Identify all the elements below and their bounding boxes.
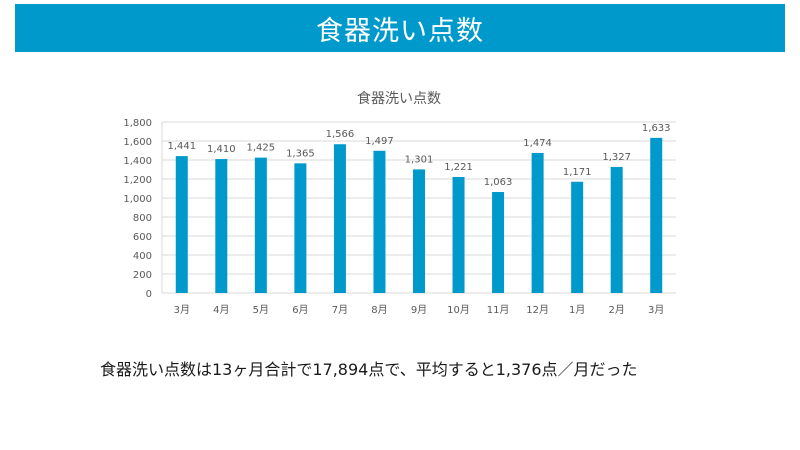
x-tick-label: 10月 [447,304,470,316]
bar [215,159,228,293]
y-tick-label: 1,800 [123,118,152,129]
data-label: 1,425 [247,143,276,154]
slide-title: 食器洗い点数 [316,15,484,47]
data-label: 1,566 [326,129,355,140]
data-label: 1,633 [642,123,671,134]
bars [175,137,663,293]
data-label: 1,474 [523,138,552,149]
y-tick-label: 800 [133,213,152,224]
y-tick-label: 1,400 [123,156,152,167]
data-label: 1,497 [365,136,394,147]
x-tick-label: 9月 [411,304,427,316]
y-tick-label: 1,000 [123,194,152,205]
x-tick-label: 3月 [648,304,664,316]
x-tick-label: 1月 [569,304,585,316]
title-bar: 食器洗い点数 [15,4,785,52]
data-label: 1,221 [444,162,473,173]
y-tick-label: 0 [146,289,152,300]
bar [571,181,584,293]
bar [452,177,465,293]
bar [492,192,505,293]
data-label: 1,063 [484,177,513,188]
x-tick-label: 6月 [292,304,308,316]
data-label: 1,327 [602,152,631,163]
y-tick-label: 1,600 [123,137,152,148]
chart-title: 食器洗い点数 [357,90,441,107]
chart-container: 食器洗い点数 0 200 400 600 800 1,000 1,200 1,400 1,600… [123,90,676,316]
data-label: 1,365 [286,148,315,159]
bar [254,157,267,293]
y-tick-label: 400 [133,251,152,262]
bar [531,152,544,293]
data-labels: 1,441 1,410 1,425 1,365 1,566 1,497 1,301 1,221… [167,123,670,188]
data-label: 1,410 [207,144,236,155]
x-tick-label: 2月 [609,304,625,316]
x-tick-label: 8月 [371,304,387,316]
y-axis-ticks: 0 200 400 600 800 1,000 1,200 1,400 1,600 1,800 [123,118,152,300]
x-tick-label: 11月 [487,304,510,316]
bar [294,163,307,293]
bar [175,156,188,293]
x-tick-label: 7月 [332,304,348,316]
bar [373,150,386,293]
bar [610,166,623,293]
y-tick-label: 600 [133,232,152,243]
x-axis-ticks: 3月 4月 5月 6月 7月 8月 9月 10月 11月 12月 1月 2月 3月 [174,304,665,316]
y-tick-label: 200 [133,270,152,281]
x-tick-label: 5月 [253,304,269,316]
bar [650,137,663,293]
data-label: 1,301 [405,154,434,165]
x-tick-label: 12月 [526,304,549,316]
x-tick-label: 4月 [213,304,229,316]
x-tick-label: 3月 [174,304,190,316]
bar-chart: 食器洗い点数 0 200 400 600 800 1,000 1,200 1,400 1,600… [123,90,676,316]
summary-text: 食器洗い点数は13ヶ月合計で17,894点で、平均すると1,376点／月だった [100,360,638,379]
bar [333,144,346,293]
bar [413,169,425,293]
data-label: 1,441 [167,141,196,152]
y-tick-label: 1,200 [123,175,152,186]
data-label: 1,171 [563,167,592,178]
